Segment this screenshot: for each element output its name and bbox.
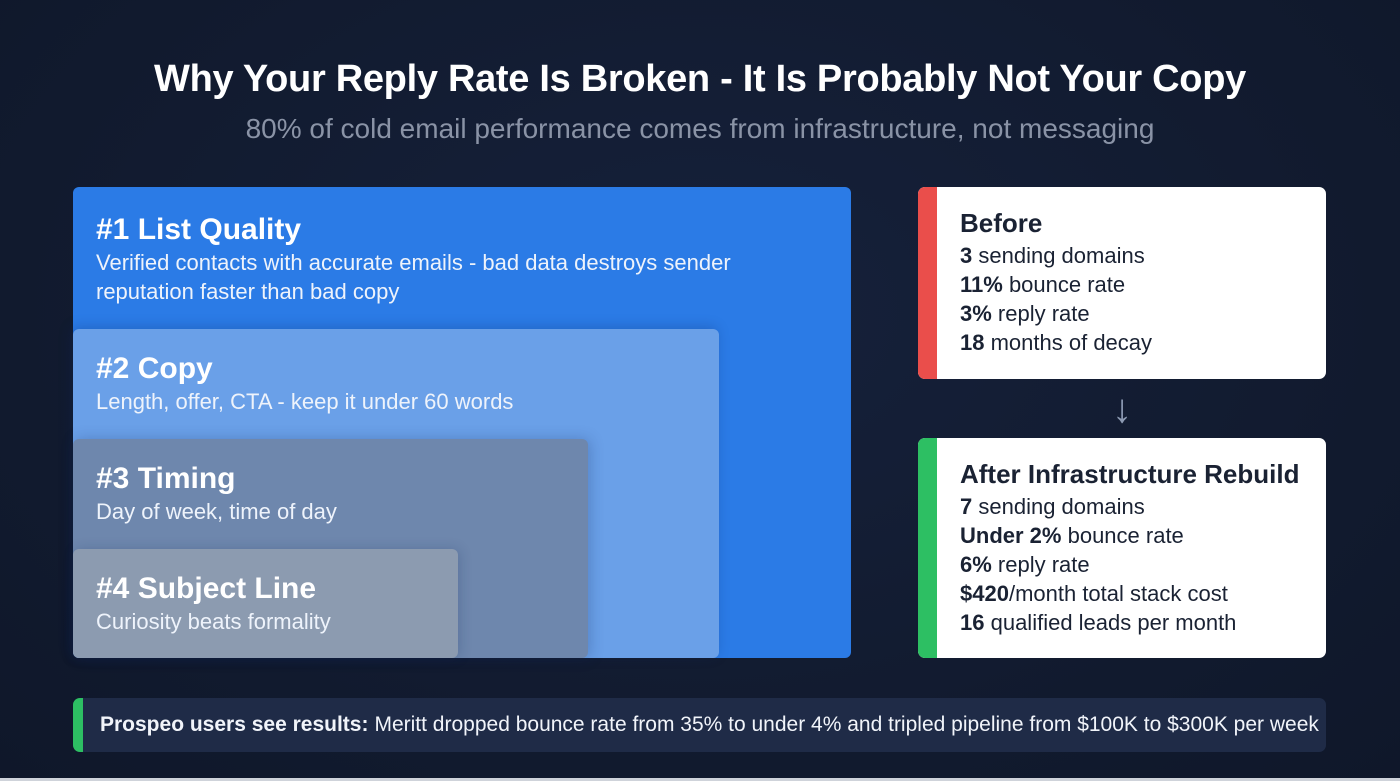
stat-label: bounce rate xyxy=(1002,272,1126,297)
factor-subject-line: #4 Subject Line Curiosity beats formalit… xyxy=(73,549,458,658)
stat-value: 18 xyxy=(960,330,985,355)
stat-value: 11% xyxy=(960,272,1003,297)
footer-accent-bar xyxy=(73,698,83,752)
page-subtitle: 80% of cold email performance comes from… xyxy=(245,113,1155,144)
testimonial-label: Prospeo users see results: xyxy=(100,713,369,736)
stat-label: sending domains xyxy=(972,243,1145,268)
after-title: After Infrastructure Rebuild xyxy=(960,459,1300,489)
stat-value: 7 xyxy=(960,494,973,519)
factor-heading: #3 Timing xyxy=(96,462,236,495)
after-accent-bar xyxy=(918,438,937,658)
stat-label: reply rate xyxy=(991,552,1090,577)
stat-label: bounce rate xyxy=(1061,523,1184,548)
stat-label: sending domains xyxy=(972,494,1145,519)
factor-description: Verified contacts with accurate emails -… xyxy=(96,250,731,304)
stat-label: reply rate xyxy=(991,301,1090,326)
bottom-edge xyxy=(0,778,1400,781)
factor-heading: #2 Copy xyxy=(96,352,213,385)
stat-label: qualified leads per month xyxy=(984,610,1237,635)
factor-heading: #4 Subject Line xyxy=(96,572,317,605)
after-row: 7 sending domains xyxy=(960,492,1326,521)
before-row: 18 months of decay xyxy=(960,328,1326,357)
after-row: 6% reply rate xyxy=(960,550,1326,579)
factor-description: Curiosity beats formality xyxy=(96,609,331,634)
before-row: 3% reply rate xyxy=(960,299,1326,328)
after-row: Under 2% bounce rate xyxy=(960,521,1326,550)
factor-heading: #1 List Quality xyxy=(96,213,302,246)
factor-description: Length, offer, CTA - keep it under 60 wo… xyxy=(96,389,514,414)
after-card: After Infrastructure Rebuild 7 sending d… xyxy=(918,438,1326,658)
stat-value: 3% xyxy=(960,301,992,326)
stat-value: Under 2% xyxy=(960,523,1062,548)
before-row: 3 sending domains xyxy=(960,241,1326,270)
stat-value: $420 xyxy=(960,581,1009,606)
after-row: 16 qualified leads per month xyxy=(960,608,1326,637)
stat-label: /month total stack cost xyxy=(1008,581,1228,606)
stat-value: 6% xyxy=(960,552,992,577)
before-card: Before 3 sending domains 11% bounce rate… xyxy=(918,187,1326,379)
factor-description: Day of week, time of day xyxy=(96,499,337,524)
after-row: $420/month total stack cost xyxy=(960,579,1326,608)
before-accent-bar xyxy=(918,187,937,379)
testimonial-banner: Prospeo users see results: Meritt droppe… xyxy=(73,698,1326,752)
before-row: 11% bounce rate xyxy=(960,270,1326,299)
page-title: Why Your Reply Rate Is Broken - It Is Pr… xyxy=(154,58,1246,100)
stat-label: months of decay xyxy=(984,330,1153,355)
stat-value: 3 xyxy=(960,243,973,268)
testimonial-text: Meritt dropped bounce rate from 35% to u… xyxy=(374,713,1319,736)
arrow-down-icon: ↓ xyxy=(1112,387,1132,431)
before-title: Before xyxy=(960,208,1043,238)
stat-value: 16 xyxy=(960,610,985,635)
